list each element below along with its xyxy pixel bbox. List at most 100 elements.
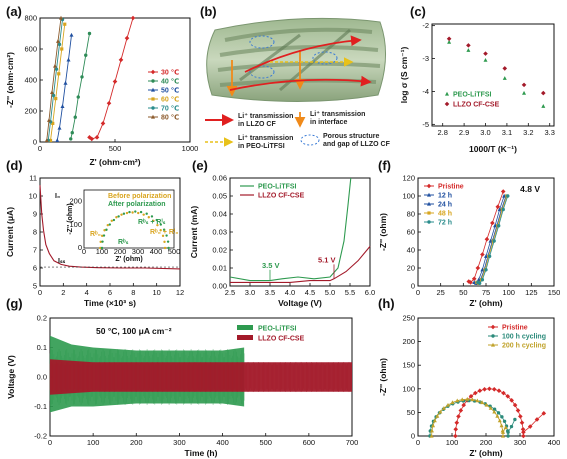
panel-a-point xyxy=(69,32,74,37)
panel-g-legend-entry: PEO-LiTFSI xyxy=(258,326,297,333)
fiber-bundle-illustration xyxy=(206,17,387,102)
panel-h-point xyxy=(519,420,525,426)
panel-c: 2.8 2.9 3.0 3.1 3.2 3.3 -2 -3 -4 -5 PEO-LiTFSI LLZ… xyxy=(399,21,555,154)
panel-h-point xyxy=(505,393,511,399)
panel-a-point xyxy=(94,135,100,140)
panel-g-label: (g) xyxy=(6,296,23,311)
panel-e-legend-entry: PEO-LiTFSI xyxy=(258,184,297,191)
panel-c-xtick-label: 3.1 xyxy=(502,128,512,137)
panel-f-legend-entry: 72 h xyxy=(438,220,452,227)
panel-c-point xyxy=(483,51,488,56)
panel-a-ytick-label: 0 xyxy=(33,138,37,147)
panel-c-ytick-label: -5 xyxy=(422,120,429,129)
panel-h-ytick-label: 250 xyxy=(402,314,415,323)
panel-d-inset-before-point xyxy=(161,234,165,238)
panel-a-legend-entry: 50 ℃ xyxy=(161,87,179,95)
panel-f-point xyxy=(500,189,506,194)
panel-e-ytick-label: 0.00 xyxy=(212,282,227,291)
panel-a-legend-entry: 40 ℃ xyxy=(161,78,179,86)
panel-d-inset-rs: Rᵇₛ + Rᴵₛ xyxy=(138,219,166,226)
panel-f-xtick-label: 125 xyxy=(525,288,538,297)
panel-h-point xyxy=(460,397,465,402)
panel-a-point xyxy=(51,121,55,125)
panel-f-ytick-label: 100 xyxy=(402,192,415,201)
panel-d-ylabel: Current (μA) xyxy=(5,207,15,257)
panel-c-ytick-label: -3 xyxy=(422,54,429,63)
panel-a-legend-marker xyxy=(151,106,155,110)
panel-d-inset-before-point xyxy=(137,211,140,215)
panel-h-point xyxy=(520,426,526,432)
panel-d-inset-after-point xyxy=(150,215,154,218)
panel-a-point xyxy=(69,137,73,141)
panel-c-xlabel: 1000/T (K⁻¹) xyxy=(469,144,517,154)
panel-c-label: (c) xyxy=(410,4,426,19)
panel-h-point xyxy=(468,393,474,399)
panel-h-point xyxy=(506,430,510,434)
panel-a-point xyxy=(118,57,124,63)
panel-d-inset-before-point xyxy=(106,223,109,227)
panel-d-inset-ylabel: -Z'' (ohm) xyxy=(67,203,74,234)
panel-f-ytick-label: 120 xyxy=(402,174,415,183)
panel-h-point xyxy=(502,419,507,423)
panel-a-point xyxy=(51,93,56,98)
panel-f-point xyxy=(490,220,495,226)
panel-g-ylabel: Voltage (V) xyxy=(6,355,16,399)
panel-e-ylabel: Current (mA) xyxy=(189,206,199,259)
panel-f-xtick-label: 100 xyxy=(502,288,515,297)
panel-f-point xyxy=(480,252,485,257)
panel-d-current-curve xyxy=(39,185,181,270)
panel-a-xtick-label: 500 xyxy=(109,144,122,153)
panel-d-inset-after-point xyxy=(102,234,106,237)
panel-h-point xyxy=(480,400,485,405)
panel-d-inset-xtick-label: 300 xyxy=(132,247,145,256)
panel-a-point xyxy=(55,138,60,143)
panel-c-point xyxy=(521,82,527,88)
panel-d-label: (d) xyxy=(6,158,23,173)
panel-a-legend-marker xyxy=(151,97,155,101)
panel-f-ylabel: -Z'' (ohm) xyxy=(378,213,388,251)
panel-e-xlabel: Voltage (V) xyxy=(278,298,322,308)
panel-d-inset-before-point xyxy=(156,223,159,227)
panel-g-xtick-label: 0 xyxy=(48,438,52,447)
panel-d-inset-after-point xyxy=(101,240,104,243)
panel-h-point xyxy=(475,398,480,403)
panel-g-xtick-label: 200 xyxy=(130,438,143,447)
panel-a-point xyxy=(60,47,64,51)
panel-d-xtick-label: 8 xyxy=(131,288,135,297)
panel-a-point xyxy=(54,97,58,101)
panel-d-inset-after-point xyxy=(100,246,104,250)
panel-a-legend-entry: 80 ℃ xyxy=(161,114,179,122)
panel-h-series-line xyxy=(431,398,507,437)
panel-f-xtick-label: 50 xyxy=(459,288,467,297)
panel-d-inset-after-point xyxy=(134,210,137,213)
panel-a-point xyxy=(59,15,63,20)
panel-a-point xyxy=(50,90,54,94)
panel-a-ytick-label: 600 xyxy=(24,45,37,54)
panel-h-point xyxy=(465,396,470,401)
panel-d-ytick-label: 7 xyxy=(33,246,37,255)
panel-a-point xyxy=(84,53,88,57)
panel-e-xtick-label: 2.5 xyxy=(225,288,235,297)
panel-h-legend-marker xyxy=(491,334,495,338)
panel-e-xtick-label: 6.0 xyxy=(365,288,375,297)
panel-h-point xyxy=(435,413,440,418)
panel-c-point xyxy=(541,104,546,108)
panel-f-ytick-label: 80 xyxy=(407,210,415,219)
panel-g-ytick-label: 0.0 xyxy=(37,373,47,382)
panel-a-point xyxy=(47,118,51,122)
panel-e-series-line xyxy=(230,246,371,283)
panel-h-point xyxy=(496,411,501,415)
legend-porous-structure: Porous structure and gap of LLZO CF xyxy=(323,133,391,148)
panel-a-label: (a) xyxy=(6,4,22,19)
panel-h-point xyxy=(429,428,434,433)
panel-h-point xyxy=(487,386,492,392)
panel-f-point xyxy=(501,207,505,212)
panel-h-point xyxy=(454,420,460,426)
panel-h-point xyxy=(438,409,443,414)
panel-d-inset-xtick-label: 100 xyxy=(96,247,109,256)
panel-a-point xyxy=(87,31,92,36)
panel-a-point xyxy=(76,95,80,99)
panel-a-series-line xyxy=(89,17,134,140)
panel-d-inset-before-point xyxy=(163,246,167,250)
panel-c-point xyxy=(447,39,452,44)
